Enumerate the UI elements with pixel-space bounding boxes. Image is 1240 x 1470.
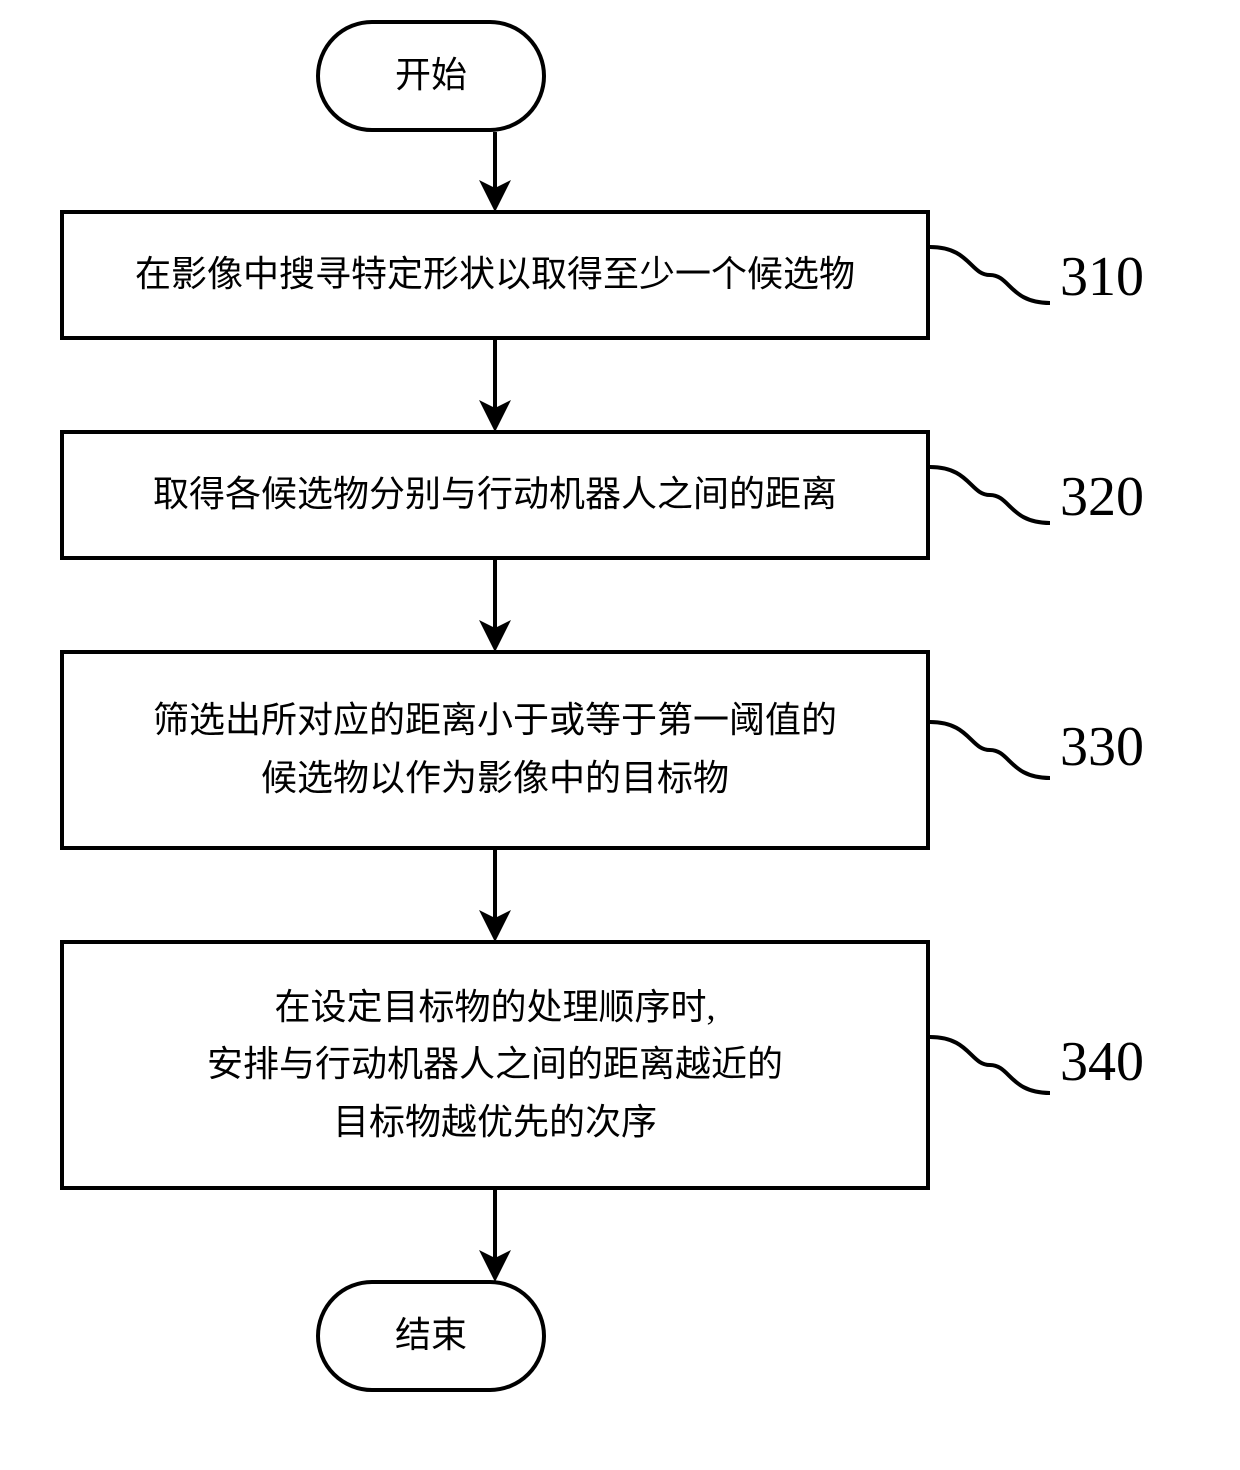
label-340: 340 bbox=[1060, 1030, 1144, 1094]
node-step-340-text: 在设定目标物的处理顺序时, 安排与行动机器人之间的距离越近的 目标物越优先的次序 bbox=[207, 979, 783, 1152]
label-330-text: 330 bbox=[1060, 716, 1144, 778]
label-310-text: 310 bbox=[1060, 246, 1144, 308]
label-320: 320 bbox=[1060, 465, 1144, 529]
node-step-310-text: 在影像中搜寻特定形状以取得至少一个候选物 bbox=[135, 246, 855, 304]
label-310: 310 bbox=[1060, 245, 1144, 309]
node-end: 结束 bbox=[316, 1280, 546, 1392]
node-step-320: 取得各候选物分别与行动机器人之间的距离 bbox=[60, 430, 930, 560]
node-start: 开始 bbox=[316, 20, 546, 132]
node-start-text: 开始 bbox=[395, 47, 467, 105]
node-step-310: 在影像中搜寻特定形状以取得至少一个候选物 bbox=[60, 210, 930, 340]
flowchart-canvas: 开始 在影像中搜寻特定形状以取得至少一个候选物 取得各候选物分别与行动机器人之间… bbox=[0, 0, 1240, 1470]
label-340-text: 340 bbox=[1060, 1031, 1144, 1093]
node-step-330: 筛选出所对应的距离小于或等于第一阈值的 候选物以作为影像中的目标物 bbox=[60, 650, 930, 850]
node-step-330-text: 筛选出所对应的距离小于或等于第一阈值的 候选物以作为影像中的目标物 bbox=[153, 692, 837, 807]
node-step-320-text: 取得各候选物分别与行动机器人之间的距离 bbox=[153, 466, 837, 524]
label-330: 330 bbox=[1060, 715, 1144, 779]
label-320-text: 320 bbox=[1060, 466, 1144, 528]
node-end-text: 结束 bbox=[395, 1307, 467, 1365]
node-step-340: 在设定目标物的处理顺序时, 安排与行动机器人之间的距离越近的 目标物越优先的次序 bbox=[60, 940, 930, 1190]
